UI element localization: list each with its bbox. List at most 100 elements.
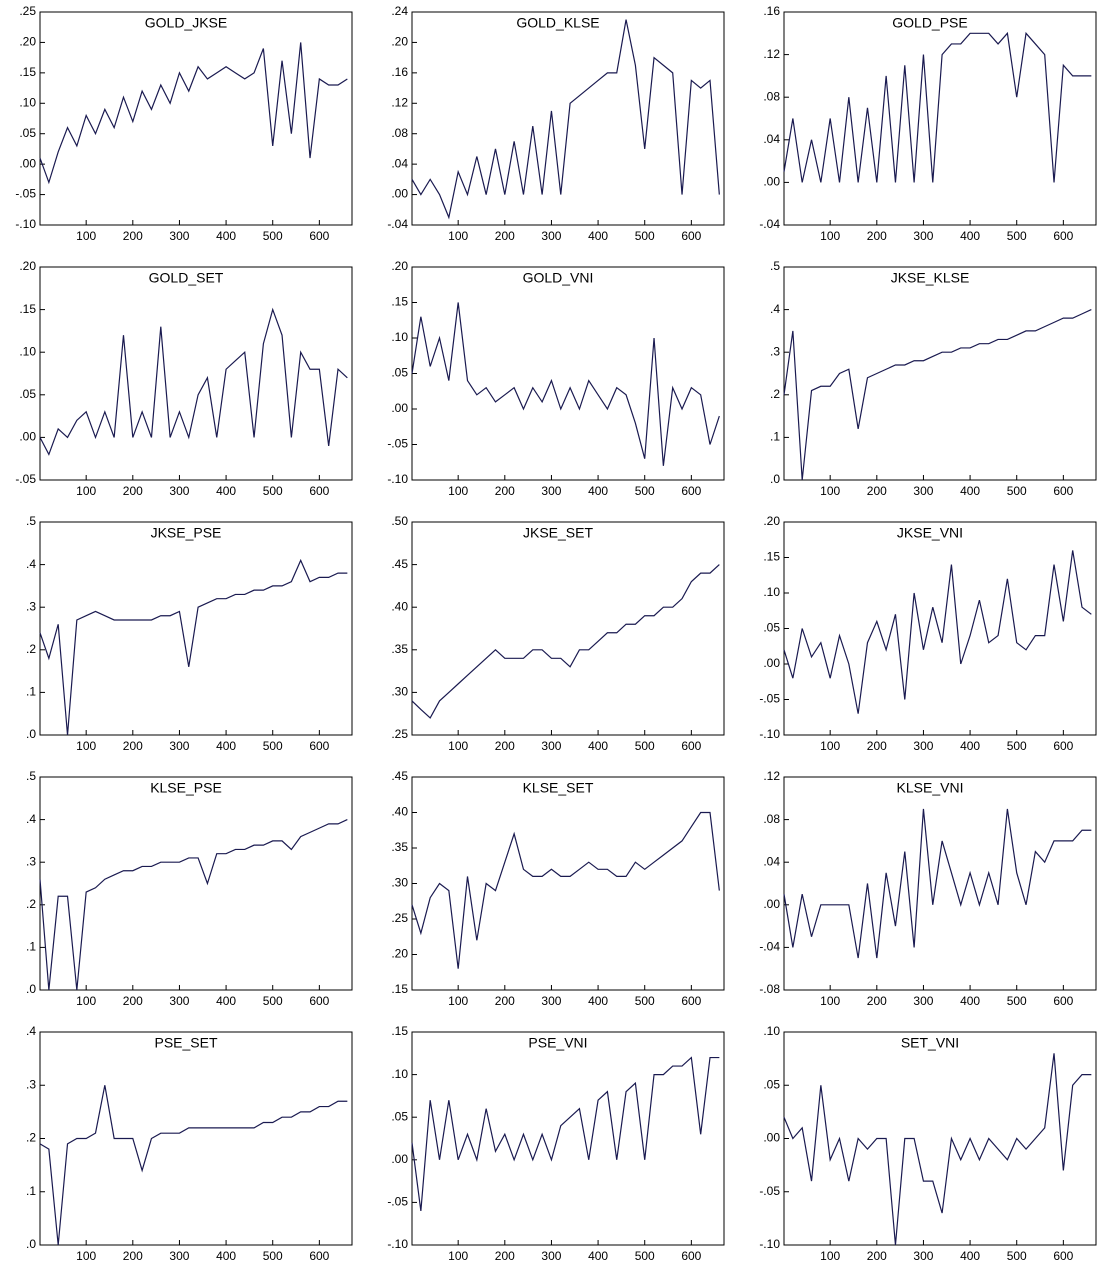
x-tick-label: 500 [635,739,655,753]
plot-frame [39,776,353,991]
chart-title: GOLD_VNI [523,270,594,286]
x-tick-label: 600 [1053,739,1073,753]
data-line [411,564,720,719]
x-tick-label: 400 [588,229,608,243]
data-line [783,31,1092,183]
y-tick-label: .05 [763,1077,780,1091]
chart-title: GOLD_PSE [892,15,967,31]
y-tick-label: .1 [26,1184,36,1198]
x-tick-label: 300 [169,484,189,498]
chart-title: PSE_SET [154,1035,217,1051]
x-tick-label: 500 [263,739,283,753]
x-tick-label: 400 [216,484,236,498]
y-tick-label: -.10 [387,1237,408,1251]
data-line [411,1056,720,1211]
plot-frame [783,776,1097,991]
y-tick-label: -.05 [15,187,36,201]
x-tick-label: 400 [216,229,236,243]
y-tick-label: -.05 [387,437,408,451]
y-tick-label: .5 [770,259,780,273]
y-tick-label: .12 [763,47,780,61]
chart-title: GOLD_KLSE [516,15,599,31]
x-tick-label: 200 [123,1249,143,1263]
x-tick-label: 600 [681,484,701,498]
chart-title: KLSE_VNI [897,780,964,796]
y-tick-label: .10 [763,585,780,599]
x-tick-label: 200 [495,229,515,243]
y-tick-label: -.05 [15,472,36,486]
y-tick-label: -.05 [759,692,780,706]
y-tick-label: .00 [391,401,408,415]
plot-frame [783,521,1097,736]
x-tick-label: 400 [588,739,608,753]
x-tick-label: 300 [169,229,189,243]
y-tick-label: .3 [26,854,36,868]
y-tick-label: .20 [19,259,36,273]
x-tick-label: 100 [820,484,840,498]
x-tick-label: 500 [1007,994,1027,1008]
x-tick-label: 300 [541,229,561,243]
x-tick-label: 300 [169,739,189,753]
y-tick-label: .15 [763,550,780,564]
y-tick-label: .25 [391,911,408,925]
x-tick-label: 300 [541,484,561,498]
x-tick-label: 200 [495,484,515,498]
chart-title: SET_VNI [901,1035,959,1051]
y-tick-label: .20 [391,35,408,49]
y-tick-label: .45 [391,557,408,571]
chart-title: PSE_VNI [528,1035,587,1051]
y-tick-label: .04 [763,854,780,868]
y-tick-label: .05 [19,126,36,140]
plot-frame [39,266,353,481]
x-tick-label: 100 [820,229,840,243]
y-tick-label: .24 [391,4,408,18]
x-tick-label: 500 [1007,484,1027,498]
y-tick-label: .10 [19,95,36,109]
plot-frame [39,11,353,226]
x-tick-label: 400 [216,1249,236,1263]
x-tick-label: 200 [123,994,143,1008]
x-tick-label: 300 [913,994,933,1008]
y-tick-label: -.10 [759,1237,780,1251]
plot-frame [783,266,1097,481]
plot-frame [411,521,725,736]
x-tick-label: 600 [1053,1249,1073,1263]
y-tick-label: .40 [391,805,408,819]
y-tick-label: .00 [763,656,780,670]
x-tick-label: 300 [169,1249,189,1263]
x-tick-label: 600 [681,994,701,1008]
x-tick-label: 200 [123,739,143,753]
chart-title: GOLD_SET [149,270,224,286]
y-tick-label: .0 [26,727,36,741]
y-tick-label: .10 [391,330,408,344]
y-tick-label: .04 [391,156,408,170]
y-tick-label: .00 [763,1131,780,1145]
x-tick-label: 500 [1007,229,1027,243]
x-tick-label: 500 [263,229,283,243]
y-tick-label: -.05 [387,1195,408,1209]
y-tick-label: .04 [763,132,780,146]
x-tick-label: 600 [681,229,701,243]
y-tick-label: .08 [763,812,780,826]
x-tick-label: 100 [448,994,468,1008]
data-line [783,550,1092,714]
y-tick-label: .08 [391,126,408,140]
x-tick-label: 600 [309,229,329,243]
x-tick-label: 600 [309,739,329,753]
plot-frame [39,521,353,736]
y-tick-label: .16 [763,4,780,18]
y-tick-label: .5 [26,514,36,528]
x-tick-label: 500 [263,1249,283,1263]
data-line [411,19,720,220]
x-tick-label: 100 [448,229,468,243]
data-line [783,808,1092,959]
y-tick-label: .30 [391,876,408,890]
y-tick-label: .10 [19,344,36,358]
y-tick-label: .12 [763,769,780,783]
y-tick-label: -.10 [387,472,408,486]
x-tick-label: 400 [216,994,236,1008]
x-tick-label: 500 [263,994,283,1008]
y-tick-label: .1 [26,940,36,954]
x-tick-label: 400 [960,1249,980,1263]
x-tick-label: 200 [495,739,515,753]
